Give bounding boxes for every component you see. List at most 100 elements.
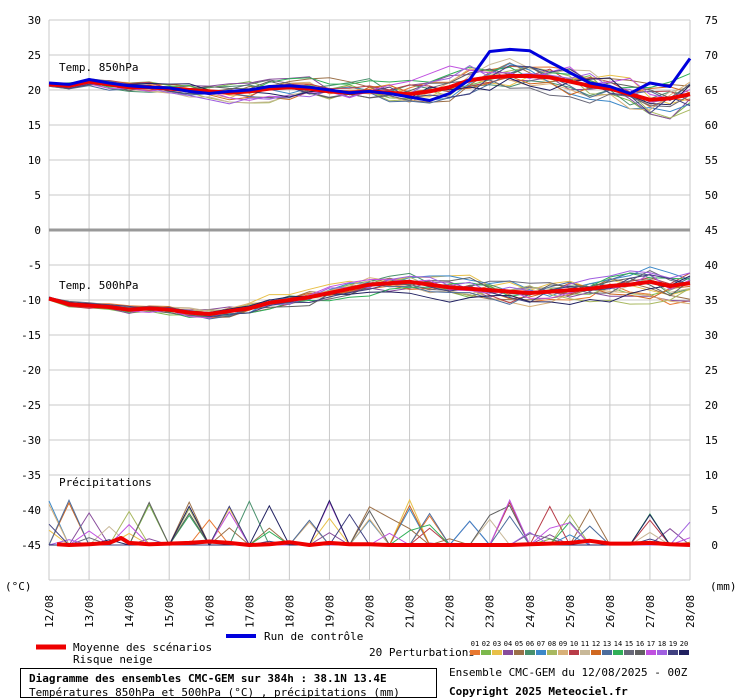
x-tick-label: 14/08: [123, 595, 136, 628]
perturbation-swatch: [613, 650, 623, 655]
x-tick-label: 19/08: [323, 595, 336, 628]
x-tick-label: 24/08: [524, 595, 537, 628]
right-tick-label: 10: [705, 469, 718, 482]
control-run-line: [48, 47, 692, 102]
x-tick-label: 12/08: [43, 595, 56, 628]
chart-title-box: Diagramme des ensembles CMC-GEM sur 384h…: [20, 668, 437, 699]
mean-precip-line: [56, 536, 691, 547]
perturbation-number: 12: [592, 640, 600, 648]
panel-label-t500: Temp. 500hPa: [59, 279, 138, 292]
perturbation-swatch: [635, 650, 645, 655]
right-axis-unit: (mm): [710, 580, 737, 593]
perturbation-number: 17: [647, 640, 655, 648]
legend-snow-label: Risque neige: [73, 653, 152, 666]
perturbation-legend: 01 02 03 04 05 06 07 08 09 10 11 12 13 14 15 16 17 18 19 20: [470, 640, 689, 655]
perturbation-number: 05: [515, 640, 523, 648]
right-tick-label: 50: [705, 189, 718, 202]
x-tick-label: 17/08: [243, 595, 256, 628]
perturbation-swatch: [503, 650, 513, 655]
left-axis-ticks: 30 25 20 15 10 5 0 -5 -10 -15 -20 -25 -30 -35 -40 -45: [21, 14, 41, 552]
perturbation-number: 16: [636, 640, 644, 648]
left-tick-label: 15: [28, 119, 41, 132]
perturbation-swatch: [536, 650, 546, 655]
perturbation-number: 02: [482, 640, 490, 648]
right-tick-label: 60: [705, 119, 718, 132]
x-tick-label: 26/08: [604, 595, 617, 628]
legend-perturbations-label: 20 Perturbations: [369, 646, 475, 659]
x-tick-label: 27/08: [644, 595, 657, 628]
perturbation-number: 11: [581, 640, 589, 648]
x-tick-label: 25/08: [564, 595, 577, 628]
right-tick-label: 70: [705, 49, 718, 62]
right-tick-label: 65: [705, 84, 718, 97]
perturbation-swatch: [668, 650, 678, 655]
perturbation-number: 04: [504, 640, 512, 648]
run-info: Ensemble CMC-GEM du 12/08/2025 - 00Z: [449, 666, 688, 679]
perturbation-swatch: [646, 650, 656, 655]
perturbation-number: 06: [526, 640, 534, 648]
perturbation-number: 03: [493, 640, 501, 648]
perturbation-swatch: [602, 650, 612, 655]
right-tick-label: 20: [705, 399, 718, 412]
left-tick-label: 10: [28, 154, 41, 167]
right-tick-label: 45: [705, 224, 718, 237]
right-tick-label: 30: [705, 329, 718, 342]
right-tick-label: 5: [711, 504, 718, 517]
right-tick-label: 25: [705, 364, 718, 377]
perturbation-number: 20: [680, 640, 688, 648]
perturbation-number: 19: [669, 640, 677, 648]
chart-subtitle: Températures 850hPa et 500hPa (°C) , pré…: [29, 686, 400, 699]
right-tick-label: 40: [705, 259, 718, 272]
perturbation-swatch: [492, 650, 502, 655]
x-tick-label: 21/08: [404, 595, 417, 628]
perturbation-swatch: [624, 650, 634, 655]
perturbation-swatch: [558, 650, 568, 655]
perturbation-swatch: [580, 650, 590, 655]
perturbation-number: 13: [603, 640, 611, 648]
right-tick-label: 35: [705, 294, 718, 307]
x-tick-label: 23/08: [484, 595, 497, 628]
left-tick-label: -40: [21, 504, 41, 517]
left-tick-label: -15: [21, 329, 41, 342]
perturbation-number: 09: [559, 640, 567, 648]
legend-mean-label: Moyenne des scénarios: [73, 641, 212, 654]
left-tick-label: -5: [28, 259, 41, 272]
x-tick-label: 20/08: [364, 595, 377, 628]
perturbation-number: 08: [548, 640, 556, 648]
left-tick-label: -45: [21, 539, 41, 552]
perturbation-swatch: [547, 650, 557, 655]
main-series: [48, 47, 692, 547]
right-tick-label: 0: [711, 539, 718, 552]
left-tick-label: 5: [34, 189, 41, 202]
left-tick-label: 0: [34, 224, 41, 237]
x-tick-label: 13/08: [83, 595, 96, 628]
x-tick-label: 16/08: [203, 595, 216, 628]
perturbation-number: 07: [537, 640, 545, 648]
left-axis-unit: (°C): [5, 580, 32, 593]
perturbation-swatch: [525, 650, 535, 655]
left-tick-label: 30: [28, 14, 41, 27]
panel-label-t850: Temp. 850hPa: [59, 61, 138, 74]
legend-control-label: Run de contrôle: [264, 630, 363, 643]
perturbation-swatch: [481, 650, 491, 655]
perturbation-number: 15: [625, 640, 633, 648]
perturbation-number: 10: [570, 640, 578, 648]
x-tick-label: 15/08: [163, 595, 176, 628]
panel-label-precip: Précipitations: [59, 476, 152, 489]
left-tick-label: -35: [21, 469, 41, 482]
perturbation-swatch: [591, 650, 601, 655]
perturbation-swatch: [514, 650, 524, 655]
copyright: Copyright 2025 Meteociel.fr: [449, 685, 628, 698]
perturbation-swatch: [657, 650, 667, 655]
right-tick-label: 15: [705, 434, 718, 447]
x-tick-label: 28/08: [684, 595, 697, 628]
perturbation-number: 14: [614, 640, 622, 648]
left-tick-label: -10: [21, 294, 41, 307]
perturbation-number: 01: [471, 640, 479, 648]
x-tick-label: 18/08: [283, 595, 296, 628]
left-tick-label: 25: [28, 49, 41, 62]
x-tick-label: 22/08: [444, 595, 457, 628]
x-axis-ticks: 12/08 13/08 14/08 15/08 16/08 17/08 18/08 19/08…: [43, 595, 697, 628]
